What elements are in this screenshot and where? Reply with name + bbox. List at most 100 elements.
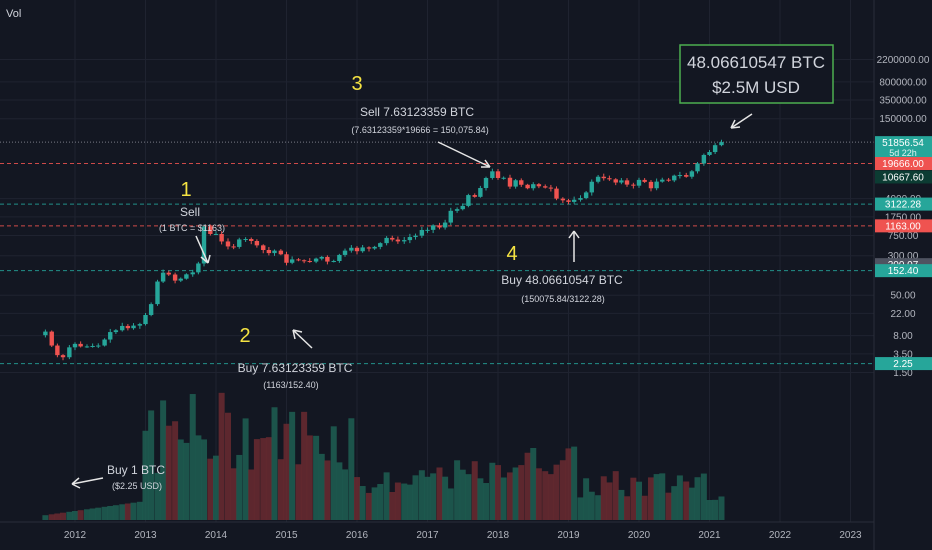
candle-body (349, 247, 354, 251)
volume-bar (401, 483, 408, 520)
volume-bar (394, 482, 401, 520)
annotation-3-arrow (437, 141, 491, 168)
candle-body (289, 259, 295, 263)
price-tag (875, 219, 932, 233)
candle-body (419, 230, 425, 236)
volume-bar (230, 468, 237, 520)
volume-bar (207, 458, 214, 520)
candle-body (648, 181, 654, 189)
candle-body (184, 274, 189, 279)
volume-bar (189, 394, 196, 520)
volume-bar (383, 472, 390, 520)
candle-body (190, 272, 195, 275)
x-tick-label: 2014 (205, 530, 228, 541)
volume-bar (142, 430, 149, 520)
candle-body (213, 233, 219, 235)
volume-bar (512, 467, 519, 520)
price-tag (875, 197, 932, 211)
candle-body (437, 225, 442, 228)
volume-bar (406, 484, 413, 520)
annotation-2-number: 2 (239, 325, 250, 347)
annotation-1-line2: (1 BTC = $1163) (159, 223, 225, 233)
candle-body (636, 179, 642, 186)
x-tick-label: 2021 (698, 530, 721, 541)
volume-bar (641, 495, 648, 520)
candle-body (78, 343, 83, 347)
horizontal-lines (0, 141, 874, 365)
volume-bar (612, 471, 619, 520)
volume-bar (600, 476, 607, 520)
volume-bar (630, 477, 637, 520)
candle-body (360, 247, 365, 252)
volume-bar (636, 481, 642, 520)
candle-body (172, 274, 178, 281)
volume-bar (271, 407, 278, 520)
candle-body (425, 229, 430, 231)
volume-bar (72, 511, 78, 520)
annotation-1-number: 1 (180, 179, 191, 201)
volume-bar (48, 514, 55, 520)
volume-bar (465, 474, 472, 520)
volume-bar (477, 478, 484, 520)
annotation-2-arrow (292, 329, 313, 349)
candle-body (90, 345, 95, 347)
volume-bar (66, 511, 73, 520)
result-box-arrow (730, 113, 753, 129)
candle-body (331, 261, 336, 263)
volume-bar (571, 446, 578, 520)
x-tick-label: 2020 (628, 530, 651, 541)
annotation-4-line1: Buy 48.06610547 BTC (501, 273, 623, 287)
volume-bar (77, 510, 84, 520)
candle-body (642, 179, 647, 182)
candle-body (689, 171, 695, 177)
volume-bar (647, 477, 654, 520)
candle-body (501, 177, 506, 179)
y-tick-label: 800000.00 (879, 77, 927, 88)
price-tag-label: 51856.54 (882, 138, 924, 149)
candle-body (137, 324, 143, 326)
candle-body (166, 272, 171, 275)
y-tick-label: 1750.00 (885, 212, 922, 223)
volume-bar (242, 418, 249, 520)
candle-body (478, 188, 483, 197)
volume-bar (277, 459, 284, 520)
volume-bar (442, 476, 449, 520)
candle-body (278, 250, 284, 255)
volume-bar (583, 478, 590, 520)
price-tag-label: 2.25 (893, 359, 913, 370)
volume-bar (160, 400, 167, 520)
price-tag-label: 3122.28 (885, 200, 922, 211)
volume-bar (342, 469, 349, 520)
volume-bar (618, 489, 625, 520)
indicator-label: Vol (6, 8, 21, 20)
volume-bar (165, 425, 172, 520)
volume-bar (412, 475, 419, 520)
candle-body (672, 175, 677, 181)
volume-bar (148, 410, 155, 520)
volume-bar (136, 501, 143, 520)
candle-body (307, 261, 312, 263)
volume-bar (195, 435, 202, 520)
candle-body (430, 225, 436, 230)
candle-body (513, 180, 518, 187)
volume-bar (694, 477, 701, 520)
price-tag (875, 157, 932, 171)
x-tick-label: 2015 (275, 530, 298, 541)
candle-body (225, 241, 231, 247)
annotation-1-arrow (195, 235, 211, 264)
volume-bar (542, 471, 549, 520)
volume-bar (201, 439, 208, 520)
candle-body (43, 331, 48, 336)
x-tick-label: 2023 (839, 530, 862, 541)
candle-body (578, 198, 583, 200)
volume-bar (42, 515, 49, 520)
volume-bar (688, 487, 695, 520)
volume-bar (389, 491, 396, 520)
volume-bar (483, 483, 490, 520)
candle-body (525, 184, 530, 189)
candle-body (384, 237, 389, 244)
volume-bar (248, 469, 255, 520)
candle-body (695, 163, 700, 172)
